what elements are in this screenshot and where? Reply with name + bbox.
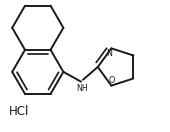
Text: O: O	[108, 76, 115, 85]
Text: HCl: HCl	[9, 105, 29, 117]
Text: N: N	[106, 49, 112, 58]
Text: NH: NH	[76, 84, 88, 93]
